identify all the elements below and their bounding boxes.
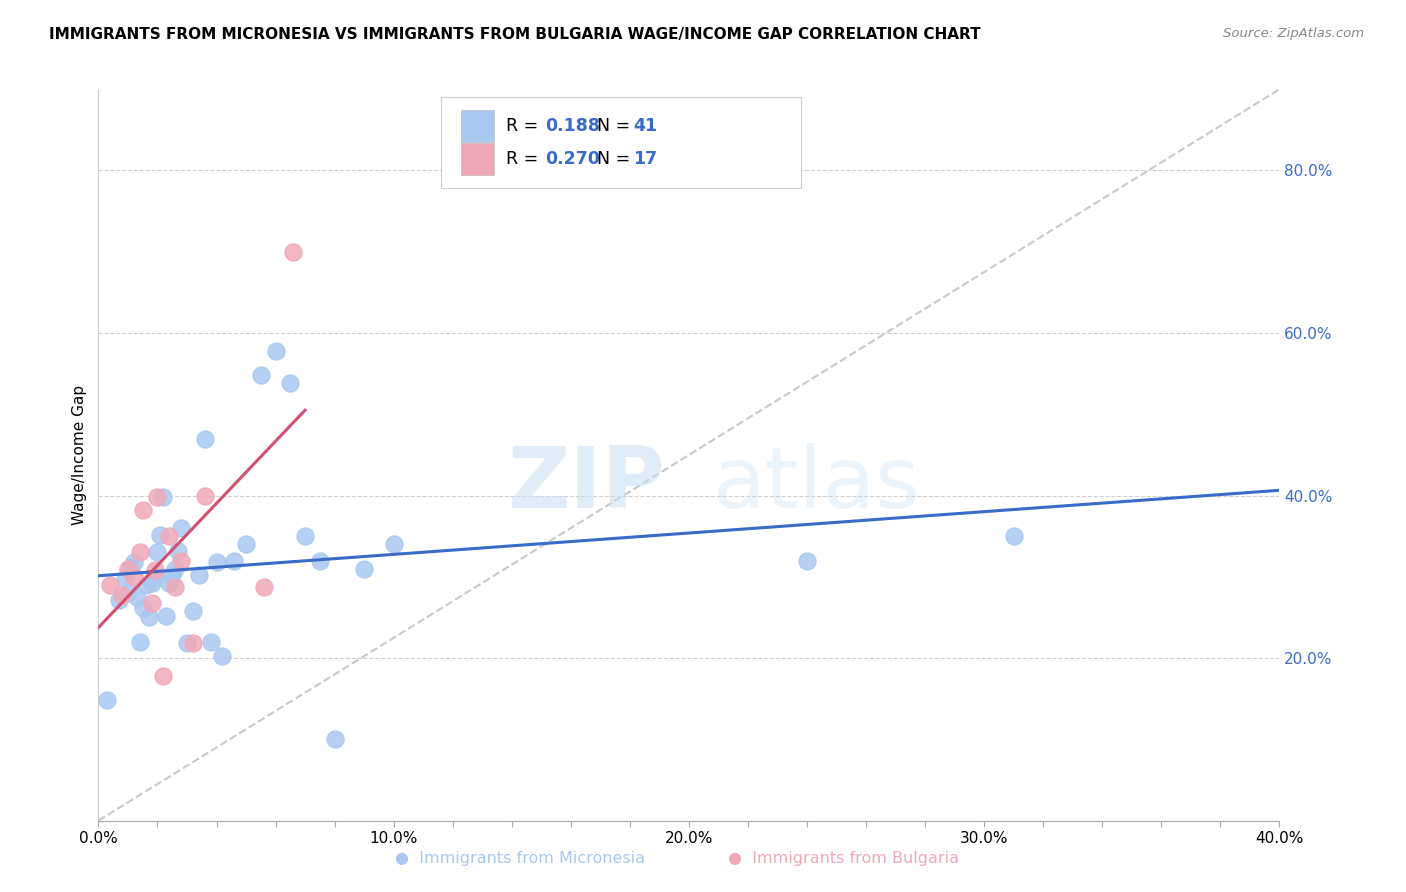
Point: [170, 553, 193, 567]
Point: [135, 578, 157, 592]
FancyBboxPatch shape: [461, 143, 494, 175]
Text: atlas: atlas: [713, 442, 921, 525]
Point: [111, 588, 134, 602]
Point: [309, 553, 332, 567]
Point: [143, 570, 166, 584]
Point: [155, 608, 177, 623]
Point: [120, 560, 142, 574]
Point: [165, 562, 187, 576]
Text: ●  Immigrants from Micronesia: ● Immigrants from Micronesia: [395, 852, 645, 866]
Point: [114, 571, 136, 585]
Text: ●  Immigrants from Bulgaria: ● Immigrants from Bulgaria: [728, 852, 959, 866]
Text: 41: 41: [634, 117, 658, 135]
Point: [128, 635, 150, 649]
Point: [194, 489, 217, 503]
Point: [1002, 529, 1025, 543]
Point: [143, 563, 166, 577]
Point: [108, 592, 131, 607]
Point: [157, 576, 180, 591]
Point: [250, 368, 273, 383]
Point: [165, 580, 187, 594]
Point: [796, 553, 818, 567]
Text: R =: R =: [506, 150, 544, 168]
Point: [181, 636, 204, 650]
Point: [294, 529, 316, 543]
FancyBboxPatch shape: [461, 110, 494, 142]
Point: [132, 503, 155, 517]
Text: IMMIGRANTS FROM MICRONESIA VS IMMIGRANTS FROM BULGARIA WAGE/INCOME GAP CORRELATI: IMMIGRANTS FROM MICRONESIA VS IMMIGRANTS…: [49, 27, 981, 42]
Point: [117, 562, 139, 576]
Point: [253, 580, 276, 594]
Y-axis label: Wage/Income Gap: Wage/Income Gap: [72, 384, 87, 525]
Point: [125, 590, 148, 604]
Text: ZIP: ZIP: [508, 442, 665, 525]
Point: [152, 669, 174, 683]
Point: [224, 553, 246, 567]
Point: [264, 343, 287, 358]
Text: N =: N =: [596, 150, 636, 168]
Point: [122, 570, 145, 584]
Point: [205, 555, 228, 569]
Point: [187, 568, 209, 582]
Text: Source: ZipAtlas.com: Source: ZipAtlas.com: [1223, 27, 1364, 40]
Point: [181, 604, 204, 618]
Point: [200, 635, 222, 649]
Point: [162, 568, 183, 582]
FancyBboxPatch shape: [441, 96, 801, 188]
Point: [138, 610, 160, 624]
Point: [122, 555, 145, 569]
Point: [280, 376, 302, 391]
Point: [167, 544, 190, 558]
Point: [382, 537, 405, 551]
Point: [194, 432, 217, 446]
Point: [235, 537, 257, 551]
Text: N =: N =: [596, 117, 636, 135]
Point: [98, 578, 121, 592]
Point: [323, 732, 346, 747]
Point: [170, 521, 193, 535]
Point: [96, 693, 118, 707]
Point: [176, 636, 198, 650]
Text: 17: 17: [634, 150, 658, 168]
Point: [141, 596, 163, 610]
Point: [283, 244, 305, 259]
Point: [141, 576, 163, 591]
Point: [117, 586, 139, 600]
Text: R =: R =: [506, 117, 544, 135]
Point: [146, 490, 169, 504]
Point: [157, 529, 180, 543]
Point: [146, 545, 169, 559]
Point: [211, 649, 233, 664]
Point: [128, 545, 150, 559]
Point: [353, 562, 375, 576]
Point: [152, 490, 174, 504]
Text: 0.270: 0.270: [546, 150, 600, 168]
Text: 0.188: 0.188: [546, 117, 600, 135]
Point: [132, 600, 155, 615]
Point: [149, 527, 172, 541]
